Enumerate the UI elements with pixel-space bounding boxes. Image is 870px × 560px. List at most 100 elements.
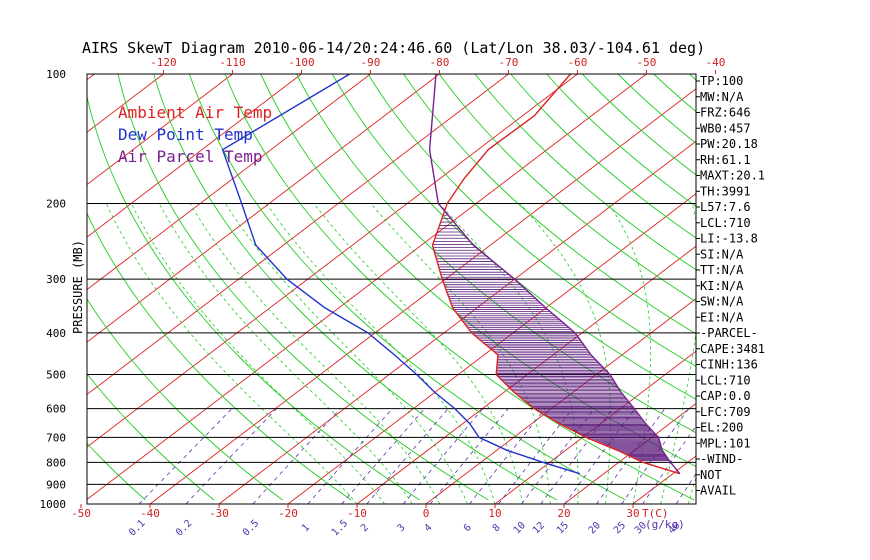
top-temp-tick-label: -60	[568, 56, 588, 69]
index-label: TH:3991	[700, 184, 751, 198]
isotherm-line	[87, 74, 302, 238]
index-label: LI:-13.8	[700, 232, 758, 246]
plot-area	[0, 74, 870, 504]
moist-adiabat-line	[158, 203, 413, 504]
series-line-air-parcel-temp	[428, 74, 681, 475]
mixing-ratio-label: 8	[491, 522, 503, 534]
mixing-ratio-line	[498, 408, 574, 504]
dry-adiabat-line	[581, 74, 696, 176]
top-temp-tick-label: -100	[288, 56, 315, 69]
index-label: L57:7.6	[700, 200, 751, 214]
y-axis-label: PRESSURE (MB)	[71, 240, 85, 334]
mixing-ratio-label: 1.5	[330, 518, 351, 539]
mixing-ratio-line	[185, 408, 277, 504]
isotherm-line	[87, 74, 578, 448]
bottom-temp-tick-label: 30	[626, 507, 639, 520]
index-label: SI:N/A	[700, 247, 744, 261]
index-label: CAP:0.0	[700, 389, 751, 403]
dry-adiabat-line	[832, 74, 870, 500]
series-line-dew-point-temp	[221, 74, 581, 475]
bottom-temp-tick-label: 20	[557, 507, 570, 520]
bottom-temp-tick-label: -20	[278, 507, 298, 520]
dry-adiabat-line	[153, 74, 558, 501]
index-label: KI:N/A	[700, 279, 744, 293]
index-label: WB0:457	[700, 121, 751, 135]
mixing-ratio-label: 2	[359, 522, 371, 534]
index-label: EI:N/A	[700, 310, 744, 324]
index-label: MPL:101	[700, 436, 751, 450]
mixing-ratio-label: 15	[555, 520, 571, 536]
dry-adiabat-line	[510, 74, 696, 239]
index-label: LFC:709	[700, 405, 751, 419]
bottom-temp-tick-label: 0	[423, 507, 430, 520]
chart-title: AIRS SkewT Diagram 2010-06-14/20:24:46.6…	[82, 39, 705, 57]
isotherm-line	[771, 74, 870, 504]
mixing-ratio-label: 3	[396, 522, 408, 534]
isotherm-line	[494, 350, 696, 504]
top-temp-tick-label: -70	[499, 56, 519, 69]
top-temp-tick-label: -80	[430, 56, 450, 69]
top-temp-tick-label: -50	[637, 56, 657, 69]
legend-item-air-parcel-temp: Air Parcel Temp	[118, 147, 263, 166]
pressure-tick-label: 300	[46, 273, 66, 286]
isotherm-line	[87, 74, 647, 501]
dry-adiabat-line	[87, 94, 420, 501]
dry-adiabat-line	[331, 74, 696, 400]
dry-adiabat-line	[761, 74, 870, 500]
dry-adiabat-line	[474, 74, 696, 271]
mixing-ratio-line	[469, 408, 546, 504]
top-temp-tick-label: -120	[150, 56, 177, 69]
dry-adiabat-line	[367, 74, 696, 367]
index-label: -PARCEL-	[700, 326, 758, 340]
mixing-ratio-line	[521, 408, 595, 504]
index-label: PW:20.18	[700, 137, 758, 151]
pressure-tick-label: 900	[46, 478, 66, 491]
mixing-ratio-label: 0.2	[174, 518, 195, 539]
index-label: -WIND-	[700, 452, 743, 466]
index-label: MW:N/A	[700, 90, 744, 104]
bottom-temp-tick-label: -50	[71, 507, 91, 520]
temperature-unit-label: T(C)	[642, 507, 669, 520]
moist-adiabat-line	[189, 203, 441, 504]
dry-adiabat-line	[188, 74, 626, 501]
index-label: LCL:710	[700, 373, 751, 387]
isotherm-line	[87, 74, 233, 186]
top-temp-tick-label: -40	[706, 56, 726, 69]
dry-adiabat-line	[117, 74, 489, 501]
dry-adiabat-line	[439, 74, 696, 303]
mixing-ratio-line	[307, 408, 393, 504]
isotherm-line	[87, 74, 440, 343]
mixing-ratio-label: 1	[300, 522, 312, 534]
isotherm-line	[563, 403, 696, 504]
isotherm-line	[87, 74, 509, 396]
mixing-ratio-label: 20	[587, 520, 603, 536]
dry-adiabat-line	[224, 74, 695, 501]
isotherm-line	[218, 140, 696, 504]
dry-adiabat-line	[87, 373, 215, 501]
pressure-tick-label: 1000	[40, 498, 67, 511]
pressure-tick-label: 600	[46, 403, 66, 416]
legend-item-dew-point-temp: Dew Point Temp	[118, 125, 253, 144]
index-label: CAPE:3481	[700, 342, 765, 356]
isotherm-line	[0, 74, 25, 504]
bottom-temp-tick-label: 10	[488, 507, 501, 520]
mixing-ratio-label: 12	[531, 520, 547, 536]
index-label: CINH:136	[700, 358, 758, 372]
mixing-ratio-label: 4	[422, 522, 434, 534]
mixing-ratio-line	[402, 408, 484, 504]
mixing-ratio-label: 0.5	[241, 518, 262, 539]
series-line-ambient-air-temp	[431, 74, 681, 475]
mixing-ratio-line	[429, 408, 509, 504]
moist-adiabat-line	[438, 203, 579, 504]
dry-adiabat-line	[87, 298, 283, 501]
dry-adiabat-line	[797, 74, 870, 500]
index-label: EL:200	[700, 421, 743, 435]
mixing-ratio-line	[366, 408, 449, 504]
index-label: TT:N/A	[700, 263, 744, 277]
mixing-ratio-label: 10	[512, 520, 528, 536]
top-temp-tick-label: -110	[219, 56, 246, 69]
isotherm-line	[149, 88, 696, 504]
moist-adiabat-line	[105, 203, 358, 504]
